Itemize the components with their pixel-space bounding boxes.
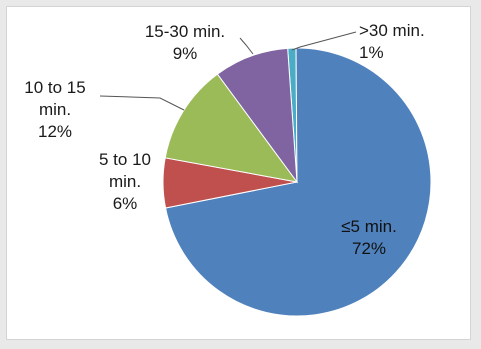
leader-line-over-30-min — [291, 31, 357, 51]
pie-slice-up-to-5-min — [164, 47, 432, 317]
pie-slice-10-to-15-min — [164, 73, 299, 183]
leader-line-10-to-15-min — [99, 95, 185, 111]
leader-line-15-to-30-min — [239, 37, 254, 55]
data-label-5-to-10-min: 5 to 10 min. 6% — [99, 150, 151, 213]
data-label-10-to-15-min: 10 to 15 min. 12% — [24, 78, 85, 141]
data-label-over-30-min: >30 min. 1% — [359, 21, 425, 62]
data-label-up-to-5-min: ≤5 min. 72% — [341, 217, 397, 258]
data-label-15-to-30-min: 15-30 min. 9% — [145, 22, 225, 63]
pie-slice-15-to-30-min — [216, 47, 298, 184]
